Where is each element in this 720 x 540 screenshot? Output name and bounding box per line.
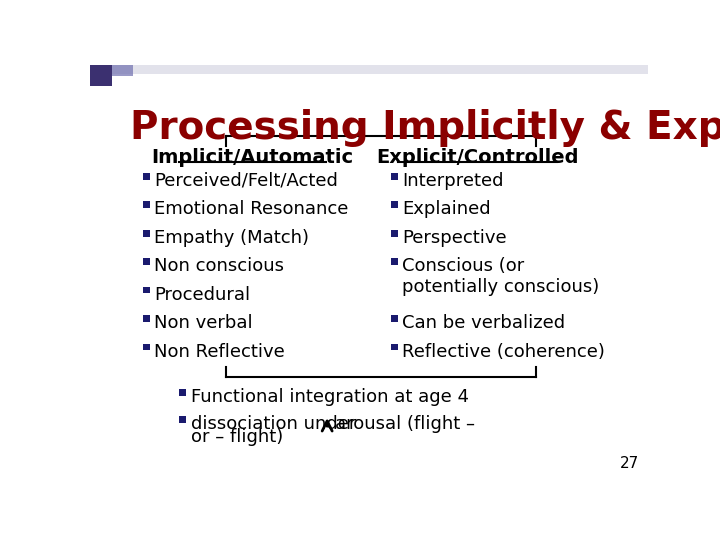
Text: Perceived/Felt/Acted: Perceived/Felt/Acted xyxy=(154,172,338,190)
Bar xyxy=(391,343,397,350)
Text: Non conscious: Non conscious xyxy=(154,257,284,275)
Bar xyxy=(391,258,397,265)
Text: Interpreted: Interpreted xyxy=(402,172,504,190)
Text: Non Reflective: Non Reflective xyxy=(154,343,285,361)
Text: Processing Implicitly & Explicitly: Processing Implicitly & Explicitly xyxy=(130,110,720,147)
Bar xyxy=(143,173,150,179)
Bar xyxy=(391,315,397,322)
Text: Empathy (Match): Empathy (Match) xyxy=(154,229,310,247)
Text: Reflective (coherence): Reflective (coherence) xyxy=(402,343,606,361)
Bar xyxy=(391,173,397,179)
Text: arousal (flight –: arousal (flight – xyxy=(335,415,475,433)
Text: dissociation under: dissociation under xyxy=(191,415,356,433)
Text: Implicit/Automatic: Implicit/Automatic xyxy=(152,148,354,167)
Text: or – flight): or – flight) xyxy=(191,428,283,446)
Text: Emotional Resonance: Emotional Resonance xyxy=(154,200,348,218)
Bar xyxy=(143,287,150,294)
Text: Conscious (or
potentially conscious): Conscious (or potentially conscious) xyxy=(402,257,600,296)
Bar xyxy=(179,389,186,396)
Bar xyxy=(143,230,150,237)
Text: Explained: Explained xyxy=(402,200,491,218)
Text: Perspective: Perspective xyxy=(402,229,507,247)
Bar xyxy=(143,343,150,350)
Bar xyxy=(179,416,186,423)
Bar xyxy=(391,201,397,208)
Text: Functional integration at age 4: Functional integration at age 4 xyxy=(191,388,469,406)
Bar xyxy=(143,201,150,208)
Bar xyxy=(143,315,150,322)
Bar xyxy=(90,65,648,74)
Text: Non verbal: Non verbal xyxy=(154,314,253,332)
Text: Can be verbalized: Can be verbalized xyxy=(402,314,565,332)
Bar xyxy=(90,65,112,86)
Text: Procedural: Procedural xyxy=(154,286,251,304)
Bar xyxy=(143,258,150,265)
Text: Explicit/Controlled: Explicit/Controlled xyxy=(377,148,579,167)
Bar xyxy=(112,65,133,76)
Bar xyxy=(391,230,397,237)
Text: 27: 27 xyxy=(619,456,639,471)
